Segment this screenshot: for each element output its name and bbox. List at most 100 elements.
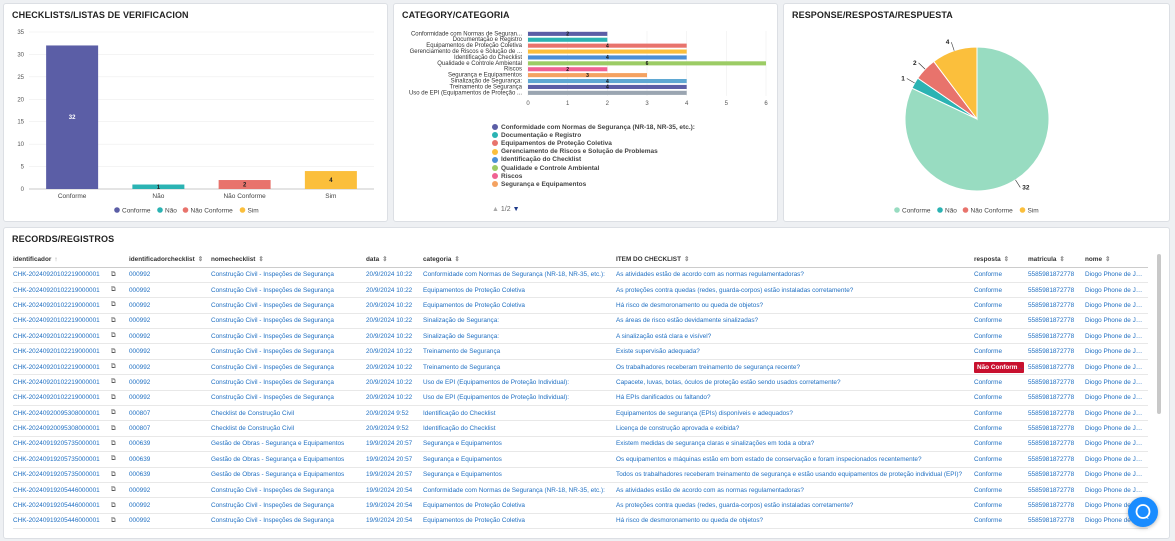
open-record-icon[interactable]: ⧉ bbox=[111, 513, 129, 530]
matricula-cell[interactable]: 5585981872778 bbox=[1028, 482, 1085, 499]
identificador-cell[interactable]: CHK-20240919205735000001 bbox=[13, 467, 111, 483]
name-cell[interactable]: Diogo Phone de Jesus bbox=[1085, 267, 1148, 283]
sort-icon[interactable]: ⇕ bbox=[197, 256, 204, 264]
checklist-item-cell[interactable]: As atividades estão de acordo com as nor… bbox=[616, 267, 974, 283]
checklist-item-cell[interactable]: As proteções contra quedas (redes, guard… bbox=[616, 282, 974, 299]
checklist-item-cell[interactable]: Existem medidas de segurança claras e si… bbox=[616, 436, 974, 453]
sort-icon[interactable]: ⇕ bbox=[683, 256, 690, 264]
category-cell[interactable]: Conformidade com Normas de Segurança (NR… bbox=[423, 267, 616, 283]
checklist-id-cell[interactable]: 000992 bbox=[129, 267, 211, 283]
column-header-nomechecklist[interactable]: nomechecklist ⇕ bbox=[211, 252, 366, 268]
name-cell[interactable]: Diogo Phone de Jesus bbox=[1085, 451, 1148, 468]
open-record-icon[interactable]: ⧉ bbox=[111, 343, 129, 360]
name-cell[interactable]: Diogo Phone de Jesus bbox=[1085, 328, 1148, 345]
open-record-icon[interactable]: ⧉ bbox=[111, 405, 129, 422]
checklist-name-cell[interactable]: Construção Civil - Inspeções de Seguranç… bbox=[211, 297, 366, 314]
open-record-icon[interactable]: ⧉ bbox=[111, 374, 129, 391]
response-cell[interactable]: Conforme bbox=[974, 282, 1028, 299]
legend-item[interactable]: Riscos bbox=[492, 172, 695, 180]
category-cell[interactable]: Conformidade com Normas de Segurança (NR… bbox=[423, 482, 616, 499]
table-row[interactable]: CHK-20240919205446000001 ⧉ 000992 Construçã… bbox=[13, 497, 1148, 514]
identificador-cell[interactable]: CHK-20240919205446000001 bbox=[13, 513, 111, 530]
category-cell[interactable]: Sinalização de Segurança: bbox=[423, 313, 616, 330]
matricula-cell[interactable]: 5585981872778 bbox=[1028, 359, 1085, 376]
category-cell[interactable]: Treinamento de Segurança bbox=[423, 359, 616, 376]
sort-icon[interactable]: ⇕ bbox=[1003, 256, 1009, 264]
checklist-item-cell[interactable]: Licença de construção aprovada e exibida… bbox=[616, 420, 974, 437]
table-row[interactable]: CHK-20240920095308000001 ⧉ 000807 Checklist… bbox=[13, 420, 1148, 437]
identificador-cell[interactable]: CHK-20240920102219000001 bbox=[13, 282, 111, 299]
identificador-cell[interactable]: CHK-20240920095308000001 bbox=[13, 420, 111, 437]
date-cell[interactable]: 20/9/2024 10:22 bbox=[366, 313, 423, 330]
date-cell[interactable]: 20/9/2024 10:22 bbox=[366, 374, 423, 391]
table-scrollbar[interactable] bbox=[1157, 254, 1161, 414]
open-record-icon[interactable]: ⧉ bbox=[111, 282, 129, 299]
category-cell[interactable]: Equipamentos de Proteção Coletiva bbox=[423, 297, 616, 314]
checklist-name-cell[interactable]: Construção Civil - Inspeções de Seguranç… bbox=[211, 343, 366, 360]
chat-button[interactable] bbox=[1128, 497, 1158, 527]
response-cell[interactable]: Conforme bbox=[974, 405, 1028, 422]
category-cell[interactable]: Sinalização de Segurança: bbox=[423, 328, 616, 345]
identificador-cell[interactable]: CHK-20240920102219000001 bbox=[13, 297, 111, 314]
legend-item[interactable]: Gerenciamento de Riscos e Solução de Pro… bbox=[492, 148, 695, 156]
checklist-name-cell[interactable]: Construção Civil - Inspeções de Seguranç… bbox=[211, 390, 366, 407]
checklist-id-cell[interactable]: 000639 bbox=[129, 436, 211, 453]
checklist-id-cell[interactable]: 000992 bbox=[129, 513, 211, 530]
legend-item[interactable]: Equipamentos de Proteção Coletiva bbox=[492, 139, 695, 147]
name-cell[interactable]: Diogo Phone de Jesus bbox=[1085, 297, 1148, 314]
table-row[interactable]: CHK-20240920102219000001 ⧉ 000992 Construçã… bbox=[13, 374, 1148, 391]
identificador-cell[interactable]: CHK-20240920095308000001 bbox=[13, 405, 111, 422]
sort-icon[interactable]: ⇕ bbox=[382, 256, 388, 264]
matricula-cell[interactable]: 5585981872778 bbox=[1028, 420, 1085, 437]
table-row[interactable]: CHK-20240919205446000001 ⧉ 000992 Construçã… bbox=[13, 482, 1148, 499]
checklist-item-cell[interactable]: Há EPIs danificados ou faltando? bbox=[616, 390, 974, 407]
date-cell[interactable]: 20/9/2024 9:52 bbox=[366, 405, 423, 422]
sort-icon[interactable]: ↑ bbox=[54, 255, 58, 263]
sort-icon[interactable]: ⇕ bbox=[454, 256, 460, 264]
table-row[interactable]: CHK-20240920102219000001 ⧉ 000992 Construçã… bbox=[13, 267, 1148, 283]
matricula-cell[interactable]: 5585981872778 bbox=[1028, 328, 1085, 345]
response-cell[interactable]: Conforme bbox=[974, 497, 1028, 514]
checklist-item-cell[interactable]: Há risco de desmoronamento ou queda de o… bbox=[616, 297, 974, 314]
open-record-icon[interactable]: ⧉ bbox=[111, 267, 129, 283]
checklist-id-cell[interactable]: 000992 bbox=[129, 282, 211, 299]
sort-icon[interactable]: ⇕ bbox=[258, 256, 264, 264]
date-cell[interactable]: 20/9/2024 9:52 bbox=[366, 420, 423, 437]
matricula-cell[interactable]: 5585981872778 bbox=[1028, 297, 1085, 314]
date-cell[interactable]: 19/9/2024 20:54 bbox=[366, 513, 423, 530]
checklist-id-cell[interactable]: 000992 bbox=[129, 297, 211, 314]
identificador-cell[interactable]: CHK-20240920102219000001 bbox=[13, 343, 111, 360]
open-record-icon[interactable]: ⧉ bbox=[111, 451, 129, 468]
response-cell[interactable]: Conforme bbox=[974, 420, 1028, 437]
checklist-name-cell[interactable]: Construção Civil - Inspeções de Seguranç… bbox=[211, 482, 366, 499]
response-cell[interactable]: Conforme bbox=[974, 328, 1028, 345]
identificador-cell[interactable]: CHK-20240919205446000001 bbox=[13, 482, 111, 499]
checklist-name-cell[interactable]: Construção Civil - Inspeções de Seguranç… bbox=[211, 359, 366, 376]
table-row[interactable]: CHK-20240920102219000001 ⧉ 000992 Construçã… bbox=[13, 328, 1148, 345]
checklist-id-cell[interactable]: 000992 bbox=[129, 482, 211, 499]
identificador-cell[interactable]: CHK-20240920102219000001 bbox=[13, 359, 111, 376]
checklist-item-cell[interactable]: As atividades estão de acordo com as nor… bbox=[616, 482, 974, 499]
identificador-cell[interactable]: CHK-20240919205735000001 bbox=[13, 451, 111, 468]
date-cell[interactable]: 20/9/2024 10:22 bbox=[366, 282, 423, 299]
matricula-cell[interactable]: 5585981872778 bbox=[1028, 267, 1085, 283]
matricula-cell[interactable]: 5585981872778 bbox=[1028, 390, 1085, 407]
sort-icon[interactable]: ⇕ bbox=[1059, 256, 1065, 264]
sort-icon[interactable]: ⇕ bbox=[1105, 256, 1111, 264]
name-cell[interactable]: Diogo Phone de Jesus bbox=[1085, 405, 1148, 422]
response-cell[interactable]: Conforme bbox=[974, 343, 1028, 360]
date-cell[interactable]: 19/9/2024 20:57 bbox=[366, 451, 423, 468]
checklist-id-cell[interactable]: 000807 bbox=[129, 405, 211, 422]
identificador-cell[interactable]: CHK-20240920102219000001 bbox=[13, 313, 111, 330]
name-cell[interactable]: Diogo Phone de Jesus bbox=[1085, 374, 1148, 391]
legend-pager[interactable]: ▲ 1/2 ▼ bbox=[492, 206, 520, 213]
response-cell[interactable]: Conforme bbox=[974, 513, 1028, 530]
category-cell[interactable]: Uso de EPI (Equipamentos de Proteção Ind… bbox=[423, 390, 616, 407]
open-record-icon[interactable]: ⧉ bbox=[111, 390, 129, 407]
checklist-name-cell[interactable]: Construção Civil - Inspeções de Seguranç… bbox=[211, 513, 366, 530]
identificador-cell[interactable]: CHK-20240919205735000001 bbox=[13, 436, 111, 453]
checklist-name-cell[interactable]: Gestão de Obras - Segurança e Equipament… bbox=[211, 436, 366, 453]
identificador-cell[interactable]: CHK-20240920102219000001 bbox=[13, 374, 111, 391]
date-cell[interactable]: 20/9/2024 10:22 bbox=[366, 359, 423, 376]
name-cell[interactable]: Diogo Phone de Jesus bbox=[1085, 420, 1148, 437]
